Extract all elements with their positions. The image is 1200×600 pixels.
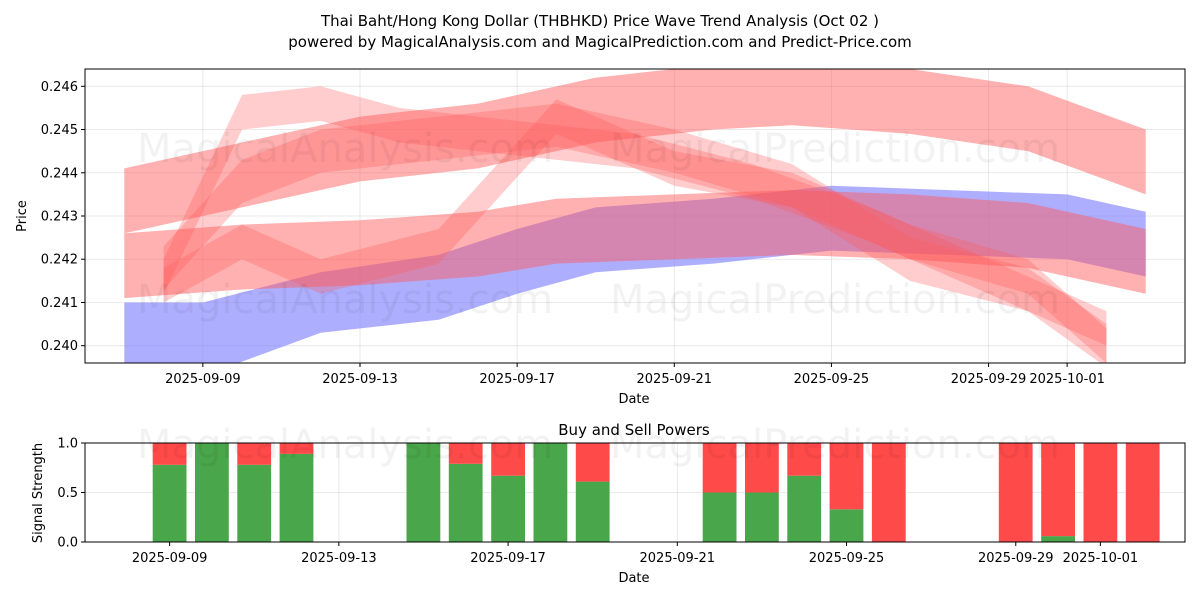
sell-bar: [829, 443, 864, 510]
price-bands: [124, 69, 1146, 363]
y-tick-label: 0.244: [41, 166, 78, 181]
signal-chart: Buy and Sell Powers MagicalAnalysis.com …: [31, 421, 1186, 586]
y-tick-label: 0.242: [41, 253, 78, 268]
x-tick-label: 2025-09-21: [637, 372, 713, 387]
signal-x-ticks: 2025-09-09 2025-09-13 2025-09-17 2025-09-21…: [132, 542, 1138, 566]
band-wave-3: [163, 103, 1107, 363]
sell-bar: [998, 443, 1033, 542]
sell-bar: [871, 443, 906, 542]
band-wave-2: [124, 190, 1146, 299]
x-tick-label: 2025-09-21: [640, 551, 716, 566]
watermark-text: MagicalPrediction.com: [610, 277, 1060, 323]
signal-bars: [152, 443, 1160, 542]
sell-bar: [1125, 443, 1160, 542]
buy-bar: [745, 492, 779, 542]
x-tick-label: 2025-09-29: [951, 372, 1027, 387]
y-tick-label: 0.245: [41, 123, 78, 138]
x-tick-label: 2025-09-25: [794, 372, 870, 387]
x-tick-label: 2025-10-01: [1063, 551, 1139, 566]
watermark-text: MagicalAnalysis.com: [137, 422, 553, 468]
x-tick-label: 2025-09-29: [978, 551, 1054, 566]
sell-bar: [745, 443, 779, 493]
y-tick-label: 1.0: [57, 437, 78, 452]
price-x-label: Date: [618, 392, 649, 407]
sell-bar: [152, 443, 187, 465]
buy-bar: [829, 509, 864, 542]
sell-bar: [448, 443, 483, 464]
signal-x-label: Date: [618, 571, 649, 586]
x-tick-label: 2025-09-09: [165, 372, 241, 387]
sell-bar: [787, 443, 822, 476]
x-tick-label: 2025-09-09: [132, 551, 208, 566]
x-tick-label: 2025-10-01: [1029, 372, 1105, 387]
buy-bar: [152, 464, 187, 542]
buy-bar: [575, 481, 610, 542]
buy-bar: [406, 443, 441, 542]
y-tick-label: 0.246: [41, 80, 78, 95]
sell-bar: [702, 443, 737, 493]
signal-watermarks: MagicalAnalysis.com MagicalPrediction.co…: [137, 422, 1060, 468]
y-tick-label: 0.5: [57, 486, 78, 501]
signal-y-ticks: 0.0 0.5 1.0: [57, 437, 85, 551]
sell-bar: [237, 443, 272, 465]
y-tick-label: 0.243: [41, 210, 78, 225]
sell-bar: [1083, 443, 1118, 542]
x-tick-label: 2025-09-17: [479, 372, 555, 387]
y-tick-label: 0.241: [41, 296, 78, 311]
sell-bar: [1041, 443, 1075, 537]
watermark-text: MagicalPrediction.com: [610, 126, 1060, 172]
watermark-text: MagicalPrediction.com: [610, 422, 1060, 468]
buy-bar: [491, 475, 525, 542]
price-y-ticks: 0.240 0.241 0.242 0.243 0.244 0.245 0.246: [41, 80, 85, 354]
x-tick-label: 2025-09-13: [322, 372, 398, 387]
price-x-ticks: 2025-09-09 2025-09-13 2025-09-17 2025-09-21…: [165, 363, 1105, 387]
buy-bar: [237, 464, 272, 542]
price-y-label: Price: [15, 200, 30, 232]
band-wave-1: [124, 69, 1146, 234]
buy-bar: [1041, 536, 1075, 542]
buy-bar: [279, 453, 314, 542]
price-chart: MagicalAnalysis.com MagicalPrediction.co…: [15, 68, 1186, 407]
signal-title: Buy and Sell Powers: [558, 421, 710, 439]
sell-bar: [575, 443, 610, 482]
sell-bar: [491, 443, 525, 476]
y-tick-label: 0.240: [41, 339, 78, 354]
x-tick-label: 2025-09-25: [809, 551, 885, 566]
signal-y-label: Signal Strength: [31, 443, 46, 543]
watermark-text: MagicalAnalysis.com: [137, 277, 553, 323]
price-watermarks: MagicalAnalysis.com MagicalPrediction.co…: [137, 126, 1060, 323]
band-blue-band: [124, 185, 1146, 363]
buy-bar: [533, 443, 568, 542]
band-wave-4: [163, 99, 1107, 363]
x-tick-label: 2025-09-13: [301, 551, 377, 566]
watermark-text: MagicalAnalysis.com: [137, 126, 553, 172]
buy-bar: [195, 443, 229, 542]
buy-bar: [787, 475, 822, 542]
sell-bar: [279, 443, 314, 454]
figure-title: Thai Baht/Hong Kong Dollar (THBHKD) Pric…: [320, 12, 879, 30]
buy-bar: [702, 492, 737, 542]
y-tick-label: 0.0: [57, 536, 78, 551]
figure-subtitle: powered by MagicalAnalysis.com and Magic…: [288, 33, 912, 51]
buy-bar: [448, 463, 483, 542]
band-wave-5: [163, 86, 1107, 346]
x-tick-label: 2025-09-17: [470, 551, 546, 566]
